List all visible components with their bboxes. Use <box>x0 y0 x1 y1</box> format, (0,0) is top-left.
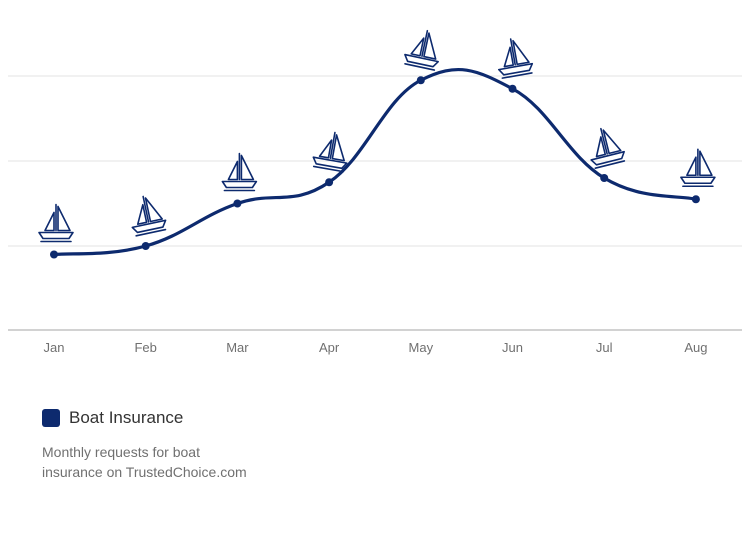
x-tick-label: Apr <box>319 340 340 355</box>
x-tick-label: Jan <box>44 340 65 355</box>
legend-description: Monthly requests for boat insurance on T… <box>42 444 247 480</box>
sailboat-icon <box>404 29 439 71</box>
data-point <box>691 195 700 204</box>
legend-series-name: Boat Insurance <box>69 408 184 427</box>
chart-series <box>52 68 698 257</box>
sailboat-icon <box>221 152 258 192</box>
chart-gridlines <box>8 75 742 247</box>
chart-legend: Boat Insurance Monthly requests for boat… <box>42 408 442 482</box>
x-tick-label: Jun <box>502 340 523 355</box>
chart-markers <box>50 76 700 259</box>
data-point <box>600 174 609 182</box>
sailboat-icon <box>312 131 348 173</box>
x-tick-label: Aug <box>684 340 707 355</box>
sailboat-icon <box>498 38 534 79</box>
data-point <box>233 199 242 208</box>
data-point <box>416 76 425 85</box>
sailboat-icon <box>131 195 167 237</box>
data-point <box>141 242 150 250</box>
sailboat-icon <box>590 127 626 169</box>
sailboat-icon <box>38 203 74 243</box>
x-axis-ticks: Jan Feb Mar Apr May Jun Jul Aug <box>44 340 708 355</box>
data-point <box>325 178 334 187</box>
x-tick-label: Feb <box>134 340 156 355</box>
series-line-boat-insurance <box>52 68 698 257</box>
x-tick-label: Mar <box>226 340 249 355</box>
x-tick-label: Jul <box>596 340 613 355</box>
legend-item: Boat Insurance <box>42 408 442 428</box>
legend-swatch <box>42 409 60 427</box>
x-tick-label: May <box>409 340 434 355</box>
data-point <box>50 250 58 259</box>
chart-icons <box>38 29 716 243</box>
sailboat-icon <box>680 148 716 188</box>
line-chart: Jan Feb Mar Apr May Jun Jul Aug <box>8 29 742 355</box>
data-point <box>508 84 517 93</box>
